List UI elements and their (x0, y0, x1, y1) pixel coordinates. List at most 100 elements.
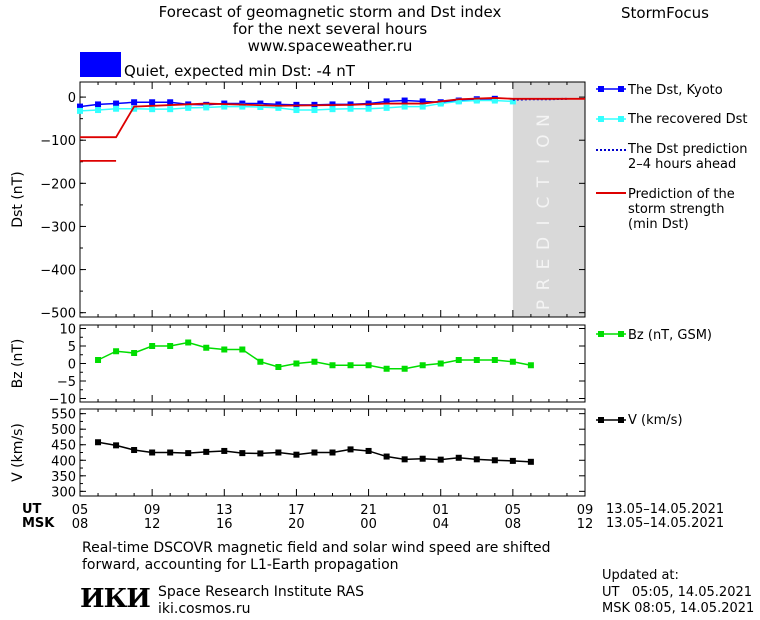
dst-data-point (131, 99, 138, 106)
ut-tick-label: 21 (360, 503, 377, 518)
legend-dst-prediction-l1: The Dst prediction (628, 142, 748, 157)
dst-data-point (311, 107, 318, 114)
prediction-letter: N (534, 114, 554, 127)
v-data-point (203, 448, 210, 455)
footer-note-line1: Real-time DSCOVR magnetic field and sola… (82, 540, 551, 556)
dst-data-point (347, 105, 354, 112)
dst-ytick-label: −200 (40, 177, 76, 192)
legend-storm-l1: Prediction of the (628, 187, 735, 202)
msk-tick-label: 12 (144, 517, 161, 532)
v-data-point (455, 454, 462, 461)
v-data-point (437, 456, 444, 463)
v-data-point (383, 453, 390, 460)
dst-data-point (239, 103, 246, 110)
legend-marker-dst-kyoto (596, 86, 626, 92)
ut-tick-label: 09 (577, 503, 594, 518)
legend-marker-bz (596, 331, 626, 337)
dst-series-line (79, 98, 495, 108)
ut-tick-label: 09 (144, 503, 161, 518)
bz-data-point (149, 343, 156, 349)
dst-data-point (167, 106, 174, 113)
msk-tick-label: 08 (72, 517, 89, 532)
dst-data-point (167, 99, 174, 106)
v-data-point (221, 447, 228, 454)
prediction-letter: D (534, 237, 554, 250)
ut-date-range: 13.05–14.05.2021 (606, 502, 725, 517)
dst-data-point (95, 101, 102, 108)
bz-data-point (365, 362, 372, 369)
dst-data-point (257, 100, 264, 107)
v-data-point (311, 449, 318, 456)
bz-data-point (131, 350, 138, 356)
bz-ytick-label: −10 (49, 393, 76, 408)
v-ytick-label: 350 (51, 470, 76, 485)
dst-data-point (113, 100, 120, 107)
v-data-point (257, 450, 264, 457)
v-data-point (365, 447, 372, 454)
institute-name: Space Research Institute RAS (158, 584, 364, 600)
bz-data-point (491, 357, 498, 363)
dst-data-point (401, 97, 408, 104)
dst-data-point (239, 100, 246, 107)
ut-tick-label: 13 (216, 503, 233, 518)
v-ytick-label: 550 (51, 408, 76, 423)
bz-data-point (257, 358, 264, 365)
msk-tick-label: 16 (216, 517, 233, 532)
dst-data-point (149, 106, 156, 113)
dst-data-point (365, 105, 372, 112)
dst-data-point (149, 99, 156, 106)
dst-data-point (509, 98, 516, 105)
dst-ytick-label: 0 (68, 91, 76, 106)
dst-data-point (437, 100, 444, 107)
bz-data-point (329, 362, 336, 369)
dst-data-point (275, 101, 282, 108)
dst-data-point (383, 104, 390, 111)
dst-data-point (257, 104, 264, 111)
prediction-letter: C (534, 197, 554, 209)
dst-data-point (419, 103, 426, 110)
v-data-point (491, 457, 498, 464)
chart-title-line1: Forecast of geomagnetic storm and Dst in… (158, 3, 502, 21)
bz-data-point (383, 365, 390, 372)
msk-date-range: 13.05–14.05.2021 (606, 516, 725, 531)
dst-ytick-label: −400 (40, 264, 76, 279)
bz-data-point (509, 358, 516, 365)
v-data-point (419, 455, 426, 462)
dst-data-point (203, 104, 210, 111)
dst-data-point (77, 103, 83, 110)
dst-data-point (113, 105, 120, 112)
bz-ytick-label: 5 (68, 340, 76, 355)
dst-data-point (491, 97, 498, 104)
v-ytick-label: 500 (51, 423, 76, 438)
bz-data-point (293, 360, 300, 367)
v-data-point (239, 450, 246, 457)
bz-data-point (239, 346, 246, 353)
prediction-letter: R (534, 278, 554, 290)
bz-data-point (401, 365, 408, 372)
v-data-point (509, 457, 516, 464)
legend-dst-recovered: The recovered Dst (628, 112, 748, 127)
dst-data-point (383, 98, 390, 105)
legend-storm-l2: storm strength (628, 202, 725, 217)
v-data-point (401, 456, 408, 463)
v-data-point (185, 450, 192, 457)
status-color-box (80, 52, 121, 77)
v-data-point (293, 451, 300, 458)
prediction-letter: I (534, 220, 554, 225)
bz-data-point (275, 364, 282, 370)
ut-tick-label: 01 (432, 503, 449, 518)
dst-data-point (293, 107, 300, 114)
footer-note-line2: forward, accounting for L1-Earth propaga… (82, 557, 399, 573)
dst-data-point (329, 106, 336, 113)
dst-data-point (419, 98, 426, 105)
dst-data-point (221, 103, 228, 110)
bz-ytick-label: 0 (68, 358, 76, 373)
dst-data-point (401, 103, 408, 110)
site-url[interactable]: www.spaceweather.ru (247, 37, 413, 55)
institute-site[interactable]: iki.cosmos.ru (158, 601, 251, 617)
bz-ytick-label: −5 (57, 375, 76, 390)
dst-data-point (95, 107, 102, 114)
v-ytick-label: 400 (51, 454, 76, 469)
legend-marker-v (596, 417, 626, 423)
